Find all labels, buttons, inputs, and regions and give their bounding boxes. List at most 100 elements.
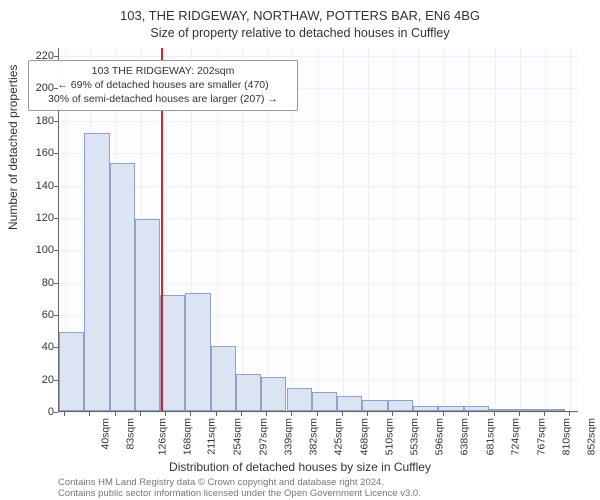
x-tick-mark: [494, 412, 495, 416]
x-tick-mark: [417, 412, 418, 416]
x-axis-label: Distribution of detached houses by size …: [0, 460, 600, 474]
gridline-v: [469, 48, 470, 411]
histogram-bar: [160, 295, 185, 411]
gridline-v: [570, 48, 571, 411]
chart-subtitle: Size of property relative to detached ho…: [0, 26, 600, 40]
histogram-bar: [185, 293, 210, 411]
x-tick-label: 810sqm: [560, 418, 572, 455]
gridline-v: [520, 48, 521, 411]
y-tick-label: 120: [14, 212, 54, 224]
y-tick-label: 220: [14, 50, 54, 62]
x-tick-label: 767sqm: [535, 418, 547, 455]
x-tick-mark: [89, 412, 90, 416]
y-tick-mark: [54, 412, 58, 413]
x-tick-mark: [544, 412, 545, 416]
histogram-bar: [211, 346, 236, 411]
x-tick-mark: [64, 412, 65, 416]
x-tick-mark: [317, 412, 318, 416]
x-tick-mark: [468, 412, 469, 416]
annot-line: 103 THE RIDGEWAY: 202sqm: [35, 64, 291, 78]
histogram-bar: [236, 374, 261, 411]
histogram-bar: [413, 406, 438, 411]
x-tick-label: 553sqm: [408, 418, 420, 455]
x-tick-mark: [342, 412, 343, 416]
y-tick-label: 20: [14, 374, 54, 386]
gridline-v: [495, 48, 496, 411]
x-tick-label: 852sqm: [585, 418, 597, 455]
histogram-bar: [388, 400, 413, 411]
x-tick-mark: [216, 412, 217, 416]
histogram-bar: [362, 400, 387, 411]
y-tick-mark: [54, 315, 58, 316]
x-tick-label: 297sqm: [257, 418, 269, 455]
histogram-bar: [464, 406, 489, 411]
x-tick-mark: [266, 412, 267, 416]
x-tick-label: 168sqm: [181, 418, 193, 455]
annot-line: 30% of semi-detached houses are larger (…: [35, 92, 291, 106]
histogram-bar: [489, 409, 514, 411]
x-tick-label: 596sqm: [434, 418, 446, 455]
x-tick-label: 254sqm: [232, 418, 244, 455]
x-tick-label: 211sqm: [206, 418, 218, 455]
x-tick-label: 126sqm: [156, 418, 168, 455]
y-tick-mark: [54, 347, 58, 348]
y-tick-label: 200: [14, 82, 54, 94]
annot-line: ← 69% of detached houses are smaller (47…: [35, 78, 291, 92]
chart-title: 103, THE RIDGEWAY, NORTHAW, POTTERS BAR,…: [0, 8, 600, 23]
gridline-v: [545, 48, 546, 411]
x-tick-label: 83sqm: [125, 418, 137, 450]
x-tick-mark: [241, 412, 242, 416]
x-tick-label: 638sqm: [459, 418, 471, 455]
gridline-v: [444, 48, 445, 411]
y-tick-label: 140: [14, 180, 54, 192]
x-tick-mark: [569, 412, 570, 416]
x-tick-mark: [443, 412, 444, 416]
y-tick-label: 160: [14, 147, 54, 159]
gridline-v: [393, 48, 394, 411]
annotation-box: 103 THE RIDGEWAY: 202sqm← 69% of detache…: [28, 60, 298, 111]
y-tick-mark: [54, 380, 58, 381]
y-tick-mark: [54, 121, 58, 122]
x-tick-label: 40sqm: [99, 418, 111, 450]
gridline-v: [418, 48, 419, 411]
chart-container: { "title": "103, THE RIDGEWAY, NORTHAW, …: [0, 0, 600, 500]
y-tick-label: 40: [14, 341, 54, 353]
y-tick-mark: [54, 88, 58, 89]
histogram-bar: [261, 377, 286, 411]
y-tick-label: 60: [14, 309, 54, 321]
histogram-bar: [110, 163, 135, 411]
footer-attribution: Contains HM Land Registry data © Crown c…: [58, 478, 421, 500]
x-tick-mark: [519, 412, 520, 416]
y-tick-mark: [54, 56, 58, 57]
y-tick-mark: [54, 250, 58, 251]
histogram-bar: [135, 219, 160, 412]
x-tick-label: 510sqm: [383, 418, 395, 455]
histogram-bar: [539, 409, 564, 411]
gridline-v: [318, 48, 319, 411]
y-tick-label: 0: [14, 406, 54, 418]
x-tick-label: 681sqm: [484, 418, 496, 455]
x-tick-mark: [140, 412, 141, 416]
y-tick-mark: [54, 153, 58, 154]
histogram-bar: [59, 332, 84, 411]
gridline-h: [59, 412, 578, 413]
y-tick-label: 180: [14, 115, 54, 127]
histogram-bar: [514, 409, 539, 411]
y-tick-mark: [54, 218, 58, 219]
gridline-v: [343, 48, 344, 411]
x-tick-mark: [115, 412, 116, 416]
x-tick-label: 339sqm: [282, 418, 294, 455]
x-tick-mark: [392, 412, 393, 416]
histogram-bar: [287, 388, 312, 411]
x-tick-mark: [367, 412, 368, 416]
x-tick-mark: [291, 412, 292, 416]
x-tick-mark: [165, 412, 166, 416]
x-tick-label: 425sqm: [333, 418, 345, 455]
y-tick-label: 80: [14, 277, 54, 289]
histogram-bar: [337, 396, 362, 411]
histogram-bar: [312, 392, 337, 411]
y-tick-mark: [54, 283, 58, 284]
histogram-bar: [438, 406, 463, 411]
y-tick-label: 100: [14, 244, 54, 256]
gridline-v: [368, 48, 369, 411]
